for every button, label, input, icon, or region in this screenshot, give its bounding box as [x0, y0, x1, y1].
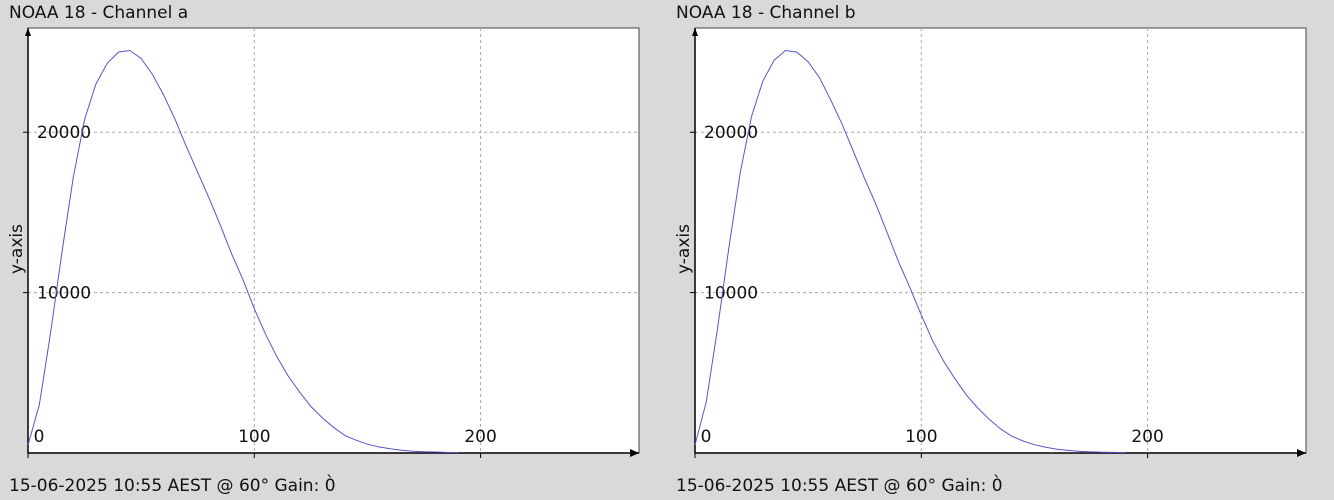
axes: [692, 28, 1306, 457]
x-tick-label: 0: [34, 427, 45, 447]
chart-panel-a: NOAA 18 - Channel a 0 100 200 10000 20000 y-…: [7, 3, 640, 496]
y-tick-label: 20000: [704, 123, 758, 143]
x-tick-label: 100: [905, 427, 937, 447]
y-tick-label: 20000: [37, 123, 91, 143]
x-tick-label: 200: [1131, 427, 1163, 447]
chart-title: NOAA 18 - Channel b: [676, 3, 856, 23]
chart-plot: 0 100 200 10000 20000 y-axis: [7, 27, 640, 458]
plot-area: [694, 27, 1307, 454]
tick-labels: 0 100 200 10000 20000: [23, 123, 497, 458]
y-axis-arrow: [25, 28, 31, 36]
y-tick-label: 10000: [37, 284, 91, 304]
x-axis-arrow: [630, 449, 639, 457]
chart-plot: 0 100 200 10000 20000 y-axis: [674, 27, 1307, 458]
y-axis-label: y-axis: [7, 224, 27, 274]
series-line: [27, 49, 459, 453]
x-axis-arrow: [1297, 449, 1306, 457]
y-axis-arrow: [692, 28, 698, 36]
axes: [25, 28, 639, 457]
tick-labels: 0 100 200 10000 20000: [690, 123, 1164, 458]
series-line: [694, 49, 1126, 454]
y-axis-label: y-axis: [674, 224, 694, 274]
x-tick-label: 200: [464, 427, 496, 447]
plot-area: [27, 27, 640, 454]
chart-panel-b: NOAA 18 - Channel b 0 100 200 10000 20000 y-…: [667, 0, 1334, 500]
chart-title: NOAA 18 - Channel a: [9, 3, 189, 23]
chart-footer: 15-06-2025 10:55 AEST @ 60° Gain: 0̀: [676, 476, 1003, 496]
y-tick-label: 10000: [704, 284, 758, 304]
x-tick-label: 0: [701, 427, 712, 447]
x-tick-label: 100: [238, 427, 270, 447]
chart-footer: 15-06-2025 10:55 AEST @ 60° Gain: 0̀: [9, 476, 336, 496]
grid-lines: [28, 28, 639, 453]
grid-lines: [695, 28, 1306, 453]
